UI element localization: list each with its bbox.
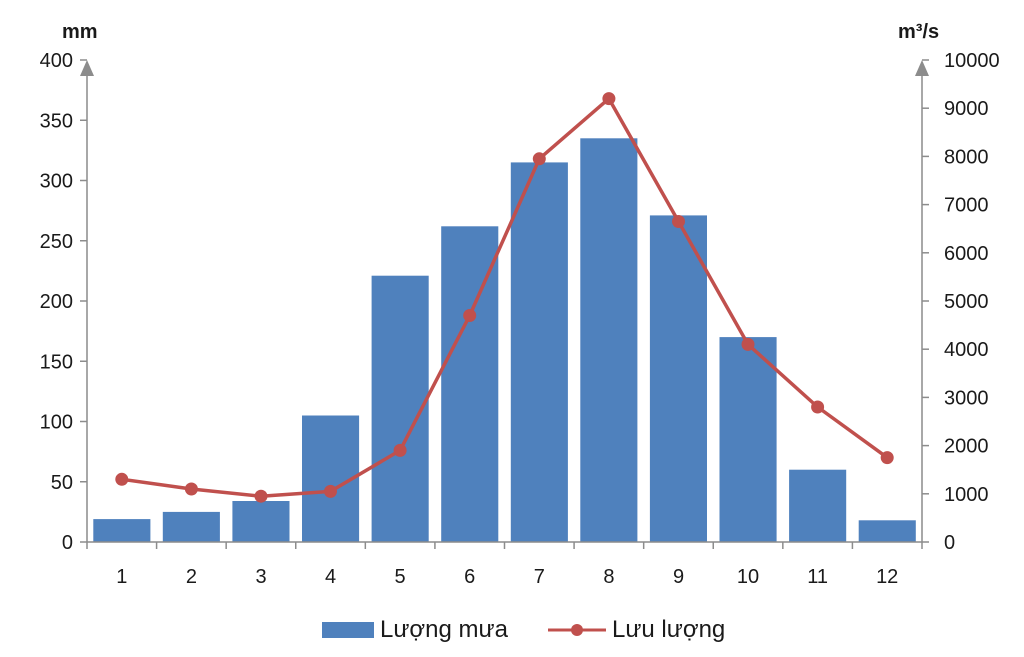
right-tick-label: 8000 — [944, 146, 989, 168]
left-tick-label: 150 — [40, 351, 73, 373]
discharge-point-month-6 — [463, 309, 477, 322]
bar-month-10 — [719, 337, 777, 542]
discharge-point-month-2 — [184, 482, 198, 496]
x-tick-label: 12 — [876, 566, 898, 588]
x-tick-label: 8 — [603, 566, 614, 588]
right-tick-label: 9000 — [944, 98, 989, 120]
x-tick-label: 6 — [464, 566, 475, 588]
x-tick-label: 10 — [737, 566, 759, 588]
left-tick-label: 50 — [51, 472, 73, 494]
bar-month-5 — [371, 275, 429, 542]
bar-month-6 — [441, 226, 499, 543]
x-tick-label: 4 — [325, 566, 336, 588]
left-tick-label: 300 — [40, 171, 73, 193]
right-tick-label: 3000 — [944, 387, 989, 409]
discharge-point-month-9 — [672, 215, 685, 228]
left-axis-unit: mm — [62, 21, 98, 43]
bar-month-9 — [649, 215, 707, 542]
right-tick-label: 1000 — [944, 484, 989, 506]
discharge-line — [121, 96, 889, 498]
discharge-point-month-7 — [532, 152, 546, 166]
x-tick-label: 2 — [186, 566, 197, 588]
right-tick-label: 5000 — [944, 291, 989, 313]
discharge-point-month-8 — [602, 92, 616, 106]
legend-swatch-rainfall — [322, 622, 374, 638]
right-tick-label: 4000 — [944, 339, 989, 361]
x-tick-label: 5 — [395, 566, 406, 588]
discharge-point-month-1 — [115, 472, 129, 486]
x-tick-label: 1 — [116, 566, 127, 588]
x-tick-label: 7 — [534, 566, 545, 588]
discharge-point-month-10 — [741, 337, 755, 351]
left-tick-label: 350 — [40, 110, 73, 132]
right-tick-label: 10000 — [944, 50, 1000, 72]
discharge-point-month-12 — [880, 451, 894, 465]
x-tick-label: 11 — [807, 566, 828, 588]
legend-label-discharge: Lưu lượng — [612, 616, 725, 643]
bar-month-3 — [232, 501, 290, 542]
x-axis-ticks: 1 2 3 4 5 6 7 8 9 10 11 12 — [86, 542, 923, 588]
right-tick-label: 7000 — [944, 195, 989, 217]
x-tick-label: 3 — [255, 566, 266, 588]
right-tick-label: 2000 — [944, 436, 989, 458]
left-tick-label: 400 — [40, 50, 73, 72]
discharge-point-month-4 — [324, 484, 337, 498]
bars-layer — [93, 138, 916, 543]
right-axis-ticks: 0 1000 2000 3000 4000 5000 6000 7000 8000 9000 100… — [922, 50, 1000, 554]
bar-month-1 — [93, 519, 151, 542]
right-axis-unit: m³/s — [898, 21, 939, 43]
bar-month-2 — [162, 511, 220, 542]
legend-label-rainfall: Lượng mưa — [380, 616, 509, 643]
bar-month-8 — [580, 138, 638, 543]
discharge-point-month-3 — [254, 489, 268, 503]
right-axis-arrow-icon — [915, 60, 929, 76]
left-tick-label: 200 — [40, 291, 73, 313]
left-tick-label: 250 — [40, 231, 73, 253]
bar-month-11 — [789, 469, 847, 542]
bar-month-7 — [510, 162, 568, 542]
left-axis-ticks: 0 50 100 150 200 250 300 350 400 — [40, 50, 87, 554]
bar-month-12 — [858, 520, 916, 542]
legend-swatch-discharge-marker — [571, 624, 583, 636]
right-tick-label: 6000 — [944, 243, 989, 265]
legend: Lượng mưa Lưu lượng — [322, 616, 725, 643]
discharge-point-month-11 — [811, 400, 825, 414]
right-tick-label: 0 — [944, 532, 955, 554]
left-tick-label: 100 — [40, 412, 73, 434]
left-tick-label: 0 — [62, 532, 73, 554]
discharge-point-month-5 — [393, 443, 407, 457]
line-layer — [115, 92, 894, 503]
x-tick-label: 9 — [673, 566, 684, 588]
left-axis-arrow-icon — [80, 60, 94, 76]
